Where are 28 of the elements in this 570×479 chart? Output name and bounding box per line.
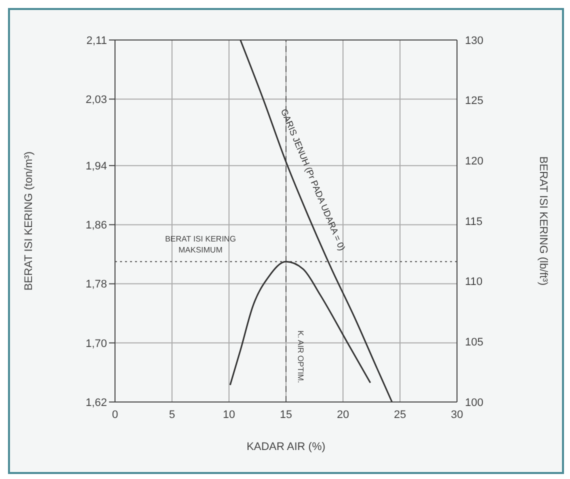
ref-line-label: K. AIR OPTIM.: [296, 330, 305, 383]
y-tick-label: 1,86: [86, 220, 107, 232]
x-tick-label: 0: [112, 408, 118, 421]
line-series: [240, 40, 393, 402]
y-tick-label: 1,78: [86, 278, 107, 291]
y-tick-label: 2,11: [86, 34, 107, 47]
y2-tick-label: 125: [465, 95, 484, 108]
y-axis-title: BERAT ISI KERING (ton/m³): [22, 152, 35, 290]
x-tick-label: 15: [280, 408, 292, 421]
x-tick-label: 30: [450, 408, 464, 421]
x-tick-label: 10: [222, 408, 236, 421]
y-tick-label: 1,94: [86, 160, 107, 172]
x-tick-label: 5: [168, 408, 176, 421]
y2-tick-label: 100: [465, 396, 484, 409]
y2-tick-label: 115: [465, 216, 483, 228]
y2-tick-label: 105: [465, 336, 484, 349]
y-tick-label: 2,03: [86, 94, 107, 106]
y2-tick-label: 120: [465, 156, 484, 168]
y-tick-label: 1,70: [86, 338, 107, 350]
x-tick-label: 20: [336, 408, 350, 421]
y-tick-label: 1,62: [86, 396, 107, 409]
y2-tick-label: 130: [465, 34, 484, 47]
line-series: [229, 260, 372, 386]
x-axis-title: KADAR AIR (%): [246, 441, 326, 453]
ref-line-label: BERAT ISI KERING MAKSIMUM: [165, 234, 236, 255]
x-tick-label: 25: [394, 408, 406, 421]
y2-tick-label: 110: [465, 276, 483, 288]
y2-axis-title: BERAT ISI KERING (lb/ft³): [537, 156, 550, 286]
